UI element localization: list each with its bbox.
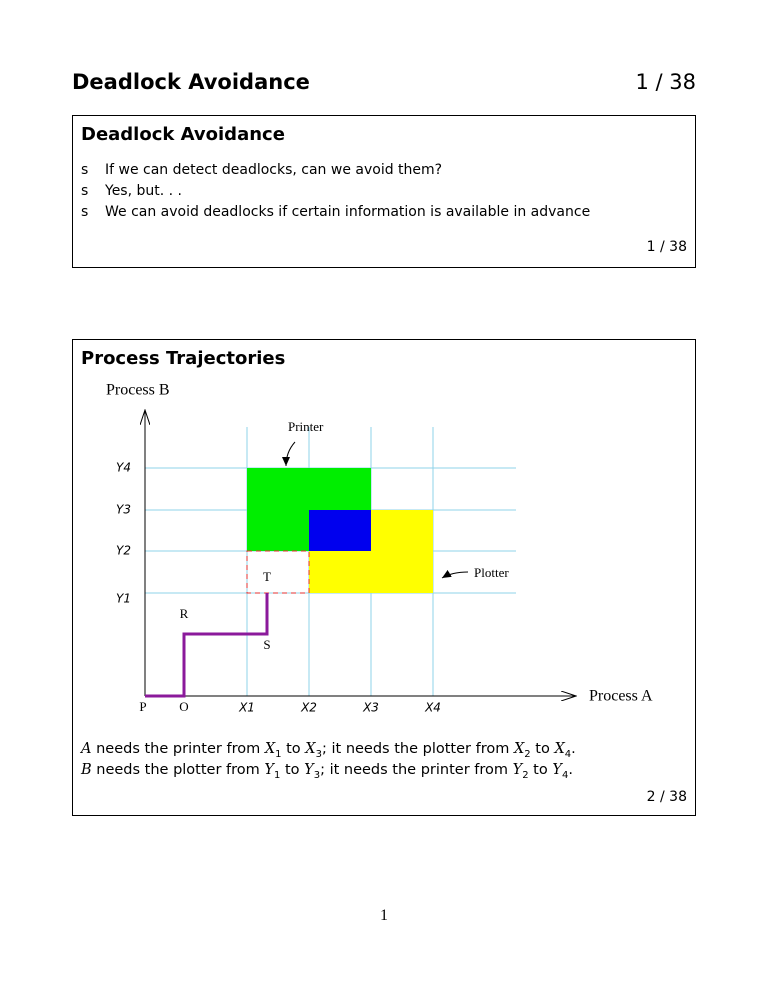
bullet: s We can avoid deadlocks if certain infor… bbox=[81, 204, 590, 220]
y-label: Y4 bbox=[116, 461, 131, 475]
caption-text: Y bbox=[512, 762, 523, 778]
caption-text: X bbox=[305, 741, 316, 757]
caption-text: . bbox=[571, 741, 576, 757]
slide-page: 1 / 38 bbox=[646, 239, 687, 255]
point-label: T bbox=[263, 569, 271, 584]
bullet-marker: s bbox=[81, 204, 89, 220]
y-label: Y2 bbox=[116, 544, 131, 558]
resource-label: Printer bbox=[288, 419, 324, 434]
bullet: s If we can detect deadlocks, can we avoi… bbox=[81, 162, 442, 178]
subscript: 4 bbox=[561, 769, 569, 781]
caption-text: Y bbox=[552, 762, 562, 778]
bullet: s Yes, but. . . bbox=[81, 183, 182, 199]
x-label: X4 bbox=[424, 701, 441, 715]
bullet-marker: s bbox=[81, 162, 89, 178]
caption-text: Y bbox=[264, 762, 274, 778]
slide-title: Process Trajectories bbox=[81, 348, 286, 369]
header-title: Deadlock Avoidance bbox=[72, 70, 310, 94]
unsafe-region bbox=[246, 550, 310, 594]
resource-label: Plotter bbox=[474, 565, 509, 580]
region bbox=[247, 510, 309, 551]
footer-page: 1 bbox=[380, 907, 388, 924]
region bbox=[371, 510, 433, 551]
slide-page: 2 / 38 bbox=[646, 789, 687, 805]
x-label: X1 bbox=[238, 701, 255, 715]
x-label: P bbox=[139, 699, 146, 714]
caption-text: to bbox=[530, 741, 555, 757]
caption-text: to bbox=[281, 741, 306, 757]
caption-text: ; it needs the printer from bbox=[320, 762, 513, 778]
subscript: 3 bbox=[315, 748, 322, 760]
caption-text: X bbox=[513, 741, 525, 757]
subscript: 1 bbox=[273, 769, 281, 781]
point-label: S bbox=[263, 637, 270, 652]
caption-text: X bbox=[264, 741, 276, 757]
arrow bbox=[282, 441, 296, 467]
caption-line: A needs the printer from X1 to X3; it ne… bbox=[81, 741, 576, 760]
x-label: X2 bbox=[300, 701, 317, 715]
y-label: Y1 bbox=[116, 592, 131, 606]
y-label: Y3 bbox=[116, 503, 131, 517]
point-label: R bbox=[180, 606, 189, 621]
region bbox=[309, 551, 433, 593]
trajectory bbox=[145, 593, 269, 698]
caption-text: to bbox=[528, 762, 553, 778]
axis-label: Process B bbox=[106, 382, 170, 399]
subscript: 4 bbox=[564, 748, 572, 760]
subscript: 2 bbox=[524, 748, 531, 760]
slide: Deadlock Avoidance s If we can detect dea… bbox=[72, 115, 696, 268]
caption-text: X bbox=[554, 741, 565, 757]
slide-title: Deadlock Avoidance bbox=[81, 124, 285, 145]
x-label: X3 bbox=[362, 701, 379, 715]
caption-text: . bbox=[568, 762, 573, 778]
x-label: O bbox=[179, 699, 188, 714]
bullet-text: Yes, but. . . bbox=[105, 183, 182, 199]
caption-text: Y bbox=[304, 762, 314, 778]
caption-text: B bbox=[81, 762, 92, 778]
arrow bbox=[441, 569, 469, 579]
caption-text: needs the printer from bbox=[91, 741, 265, 757]
caption-text: to bbox=[280, 762, 305, 778]
header-page: 1 / 38 bbox=[635, 70, 696, 94]
subscript: 2 bbox=[522, 769, 529, 781]
caption-text: ; it needs the plotter from bbox=[322, 741, 514, 757]
caption-line: B needs the plotter from Y1 to Y3; it ne… bbox=[81, 762, 573, 781]
caption-text: A bbox=[81, 741, 92, 757]
caption-text: needs the plotter from bbox=[91, 762, 265, 778]
region bbox=[247, 468, 371, 510]
slide: Process Trajectories A needs the printer… bbox=[72, 339, 696, 816]
region bbox=[309, 510, 371, 551]
subscript: 3 bbox=[313, 769, 321, 781]
subscript: 1 bbox=[275, 748, 282, 760]
bullet-text: We can avoid deadlocks if certain inform… bbox=[105, 204, 591, 220]
bullet-marker: s bbox=[81, 183, 89, 199]
bullet-text: If we can detect deadlocks, can we avoid… bbox=[105, 162, 443, 178]
axis-label: Process A bbox=[589, 688, 653, 705]
